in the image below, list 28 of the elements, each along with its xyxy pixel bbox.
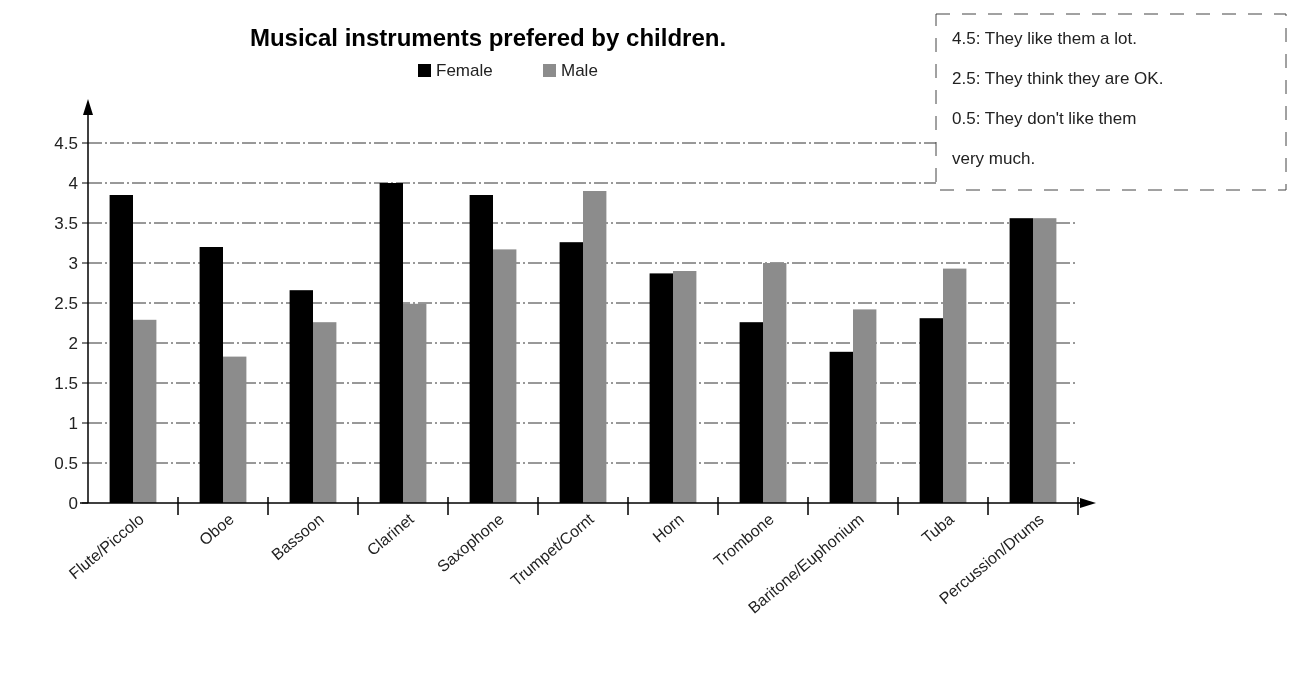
y-tick-label: 4: [68, 173, 78, 193]
text: 2.5: They think they are OK.: [952, 69, 1164, 88]
bar: [493, 249, 517, 503]
x-tick-label: Horn: [649, 510, 687, 546]
bar: [583, 191, 607, 503]
bar: [763, 263, 787, 503]
y-tick-label: 2.5: [54, 293, 78, 313]
y-tick-label: 1: [68, 413, 78, 433]
text: 0.5: They don't like them very much.: [952, 109, 1137, 168]
bar: [853, 309, 877, 503]
bar: [673, 271, 697, 503]
legend-label: Male: [561, 61, 598, 80]
y-tick-label: 0: [68, 493, 78, 513]
y-tick-label: 3: [68, 253, 78, 273]
y-tick-label: 1.5: [54, 373, 78, 393]
bar: [133, 319, 157, 503]
y-tick-label: 3.5: [54, 213, 78, 233]
bar: [223, 356, 247, 503]
bar: [313, 322, 337, 503]
y-tick-label: 4.5: [54, 133, 78, 153]
legend-label: Female: [436, 61, 493, 80]
text: 4.5: They like them a lot.: [952, 29, 1137, 48]
bar: [1033, 218, 1057, 503]
bar: [403, 303, 427, 503]
bar: [943, 268, 967, 503]
chart-title: Musical instruments prefered by children.: [249, 24, 727, 51]
y-tick-label: 0.5: [54, 453, 78, 473]
y-tick-label: 2: [68, 333, 78, 353]
